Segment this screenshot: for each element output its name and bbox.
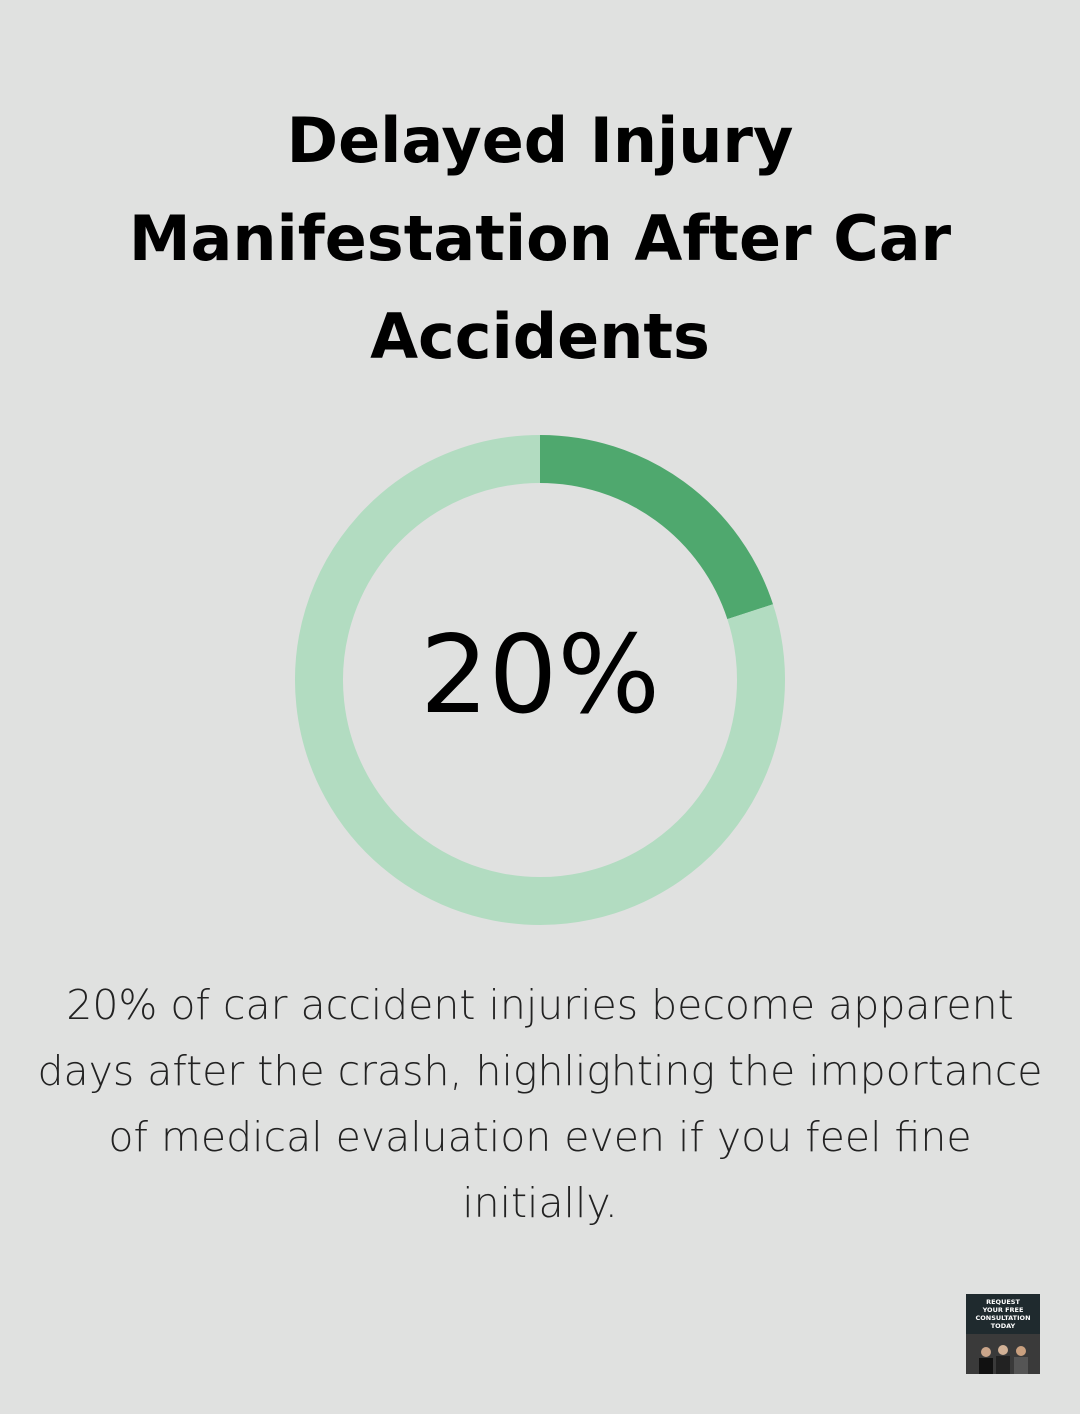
consultation-badge[interactable]: REQUEST YOUR FREE CONSULTATION TODAY	[966, 1294, 1040, 1374]
badge-line: CONSULTATION	[975, 1314, 1031, 1322]
badge-line: TODAY	[990, 1322, 1016, 1330]
center-label: 20%	[420, 613, 660, 738]
person	[996, 1356, 1010, 1374]
donut-chart: 20%	[295, 435, 785, 925]
person	[981, 1347, 991, 1357]
person	[979, 1358, 993, 1374]
person	[1016, 1346, 1026, 1356]
description: 20% of car accident injuries become appa…	[37, 981, 1043, 1227]
badge-line: REQUEST	[986, 1298, 1020, 1306]
chart-title: Delayed Injury Manifestation After Car A…	[128, 104, 952, 373]
donut-segment	[295, 435, 785, 925]
person	[998, 1345, 1008, 1355]
badge-photo	[966, 1334, 1040, 1374]
donut-segment	[539, 435, 774, 620]
badge-line: YOUR FREE	[982, 1306, 1024, 1314]
badge-text: REQUEST YOUR FREE CONSULTATION TODAY	[966, 1294, 1040, 1330]
person	[1014, 1357, 1028, 1374]
